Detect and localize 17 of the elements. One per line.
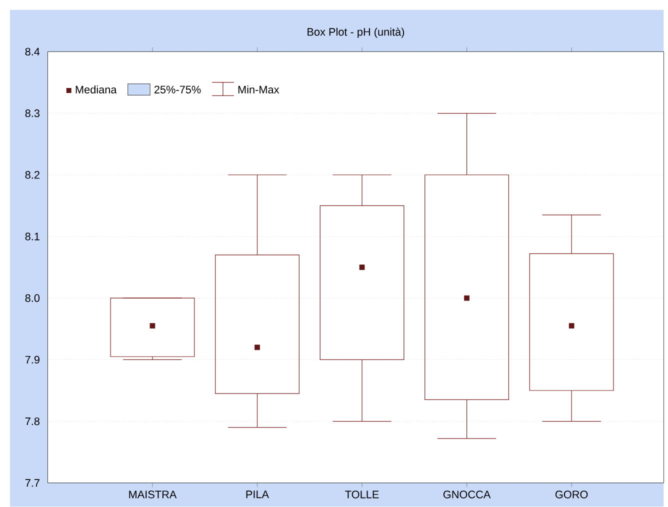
x-tick-label: TOLLE	[345, 490, 379, 498]
x-tick-label: PILA	[246, 490, 270, 498]
x-tick-label: MAISTRA	[129, 490, 177, 498]
x-tick-label: GNOCCA	[443, 490, 491, 498]
y-tick-label: 8.1	[25, 232, 40, 240]
y-tick-label: 8.0	[25, 294, 40, 302]
y-tick-label: 8.2	[25, 171, 40, 179]
annotation: Mediana	[76, 86, 117, 94]
y-tick-label: 8.3	[25, 110, 40, 118]
chart-title: Box Plot - pH (unità)	[308, 28, 404, 38]
y-tick-label: 8.4	[25, 48, 40, 56]
y-tick-label: 7.8	[25, 418, 40, 426]
x-tick-label: GORO	[555, 490, 588, 498]
annotation: 25%-75%	[154, 86, 201, 94]
y-tick-label: 7.9	[25, 356, 40, 364]
y-tick-label: 7.7	[25, 479, 40, 487]
annotation: Min-Max	[238, 86, 280, 94]
